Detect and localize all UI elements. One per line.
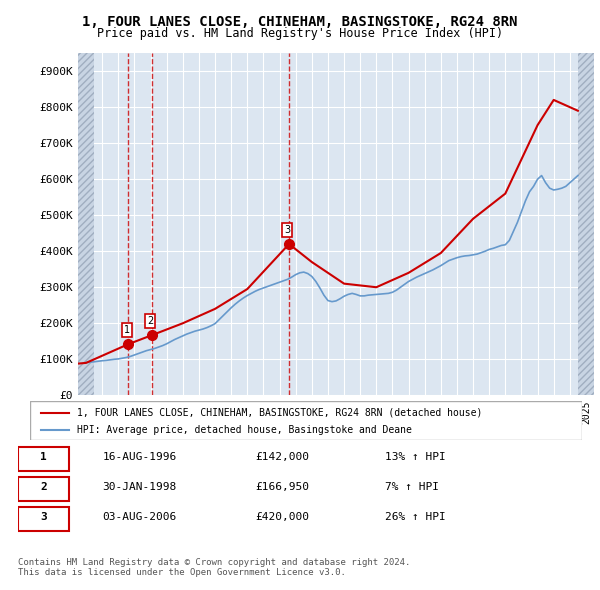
FancyBboxPatch shape xyxy=(18,477,69,501)
Text: 1: 1 xyxy=(40,451,47,461)
Text: 3: 3 xyxy=(40,512,47,522)
Text: 16-AUG-1996: 16-AUG-1996 xyxy=(103,451,177,461)
Text: £142,000: £142,000 xyxy=(255,451,309,461)
Text: 3: 3 xyxy=(284,225,290,235)
FancyBboxPatch shape xyxy=(30,401,582,440)
Text: 1, FOUR LANES CLOSE, CHINEHAM, BASINGSTOKE, RG24 8RN (detached house): 1, FOUR LANES CLOSE, CHINEHAM, BASINGSTO… xyxy=(77,408,482,418)
FancyBboxPatch shape xyxy=(18,447,69,471)
Text: Price paid vs. HM Land Registry's House Price Index (HPI): Price paid vs. HM Land Registry's House … xyxy=(97,27,503,40)
Text: 1, FOUR LANES CLOSE, CHINEHAM, BASINGSTOKE, RG24 8RN: 1, FOUR LANES CLOSE, CHINEHAM, BASINGSTO… xyxy=(82,15,518,29)
Text: 26% ↑ HPI: 26% ↑ HPI xyxy=(385,512,445,522)
Text: £420,000: £420,000 xyxy=(255,512,309,522)
Text: 7% ↑ HPI: 7% ↑ HPI xyxy=(385,481,439,491)
Text: 1: 1 xyxy=(124,325,130,335)
FancyBboxPatch shape xyxy=(18,507,69,531)
Text: £166,950: £166,950 xyxy=(255,481,309,491)
Text: 2: 2 xyxy=(40,481,47,491)
Text: Contains HM Land Registry data © Crown copyright and database right 2024.
This d: Contains HM Land Registry data © Crown c… xyxy=(18,558,410,577)
Text: HPI: Average price, detached house, Basingstoke and Deane: HPI: Average price, detached house, Basi… xyxy=(77,425,412,435)
Text: 2: 2 xyxy=(147,316,154,326)
Text: 13% ↑ HPI: 13% ↑ HPI xyxy=(385,451,445,461)
Text: 03-AUG-2006: 03-AUG-2006 xyxy=(103,512,177,522)
Text: 30-JAN-1998: 30-JAN-1998 xyxy=(103,481,177,491)
